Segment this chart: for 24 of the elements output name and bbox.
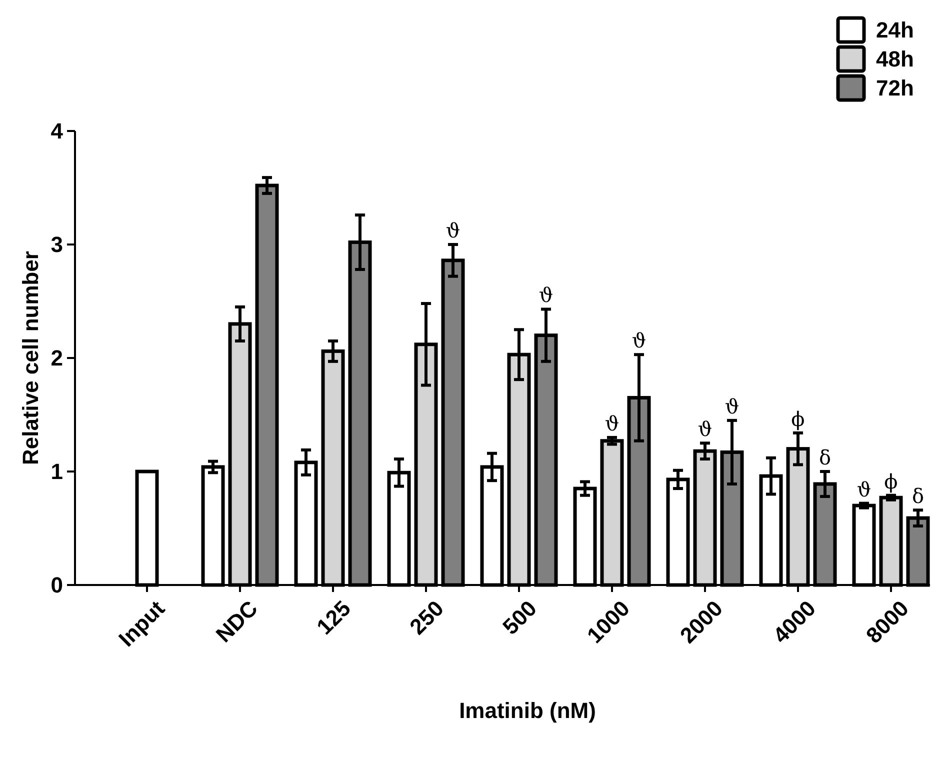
data-label: ϑ (604, 411, 620, 436)
data-label: δ (912, 484, 924, 508)
data-label: ϑ (538, 283, 554, 308)
data-label: δ (818, 446, 832, 470)
y-tick-label: 1 (50, 459, 63, 484)
legend-label: 48h (876, 46, 914, 72)
x-tick-label: 250 (404, 596, 448, 640)
data-label: ϑ (698, 417, 712, 442)
data-label: ϑ (446, 218, 460, 242)
y-tick-label: 2 (50, 346, 63, 371)
data-label: ϑ (632, 328, 646, 353)
y-tick-label: 0 (50, 572, 63, 598)
data-label: ϑ (724, 394, 740, 418)
legend-label: 24h (876, 18, 914, 43)
data-label: ϕ (791, 406, 805, 431)
y-tick-label: 4 (50, 118, 64, 144)
y-tick-label: 3 (50, 232, 63, 258)
x-axis-title: Imatinib (nM) (459, 698, 596, 723)
x-tick-label: 500 (498, 596, 542, 640)
data-label: ϕ (884, 469, 898, 494)
legend-label: 72h (876, 76, 914, 101)
data-label: ϑ (856, 477, 872, 502)
y-axis-title: Relative cell number (18, 250, 43, 465)
x-tick-label: 125 (312, 596, 356, 640)
